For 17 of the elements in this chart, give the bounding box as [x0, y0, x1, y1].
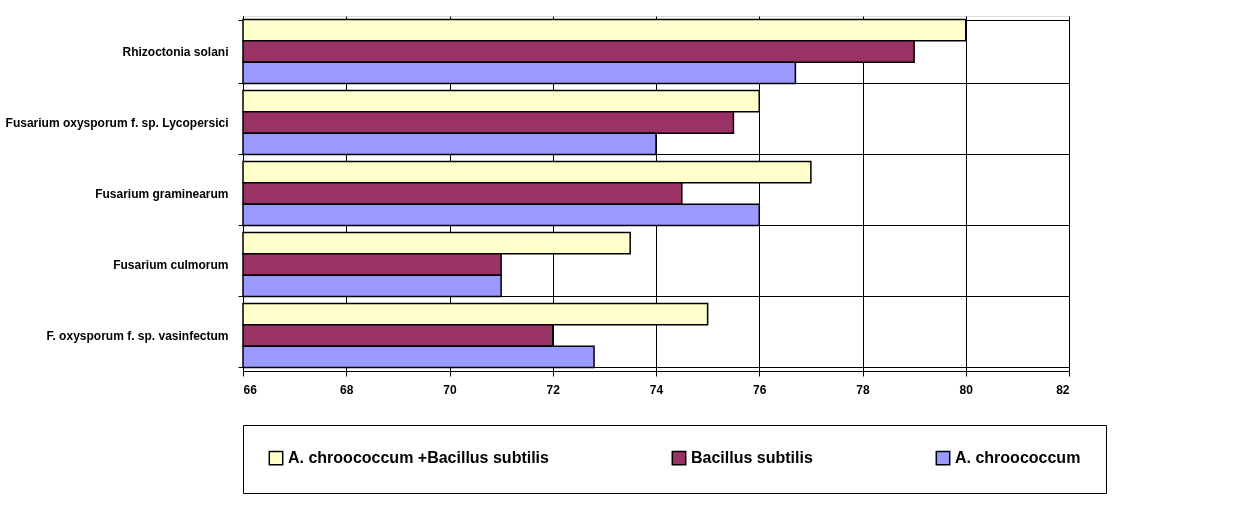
legend-label: A. chroococcum +Bacillus subtilis: [288, 449, 550, 467]
x-tick-label: 72: [546, 382, 561, 397]
legend-label: Bacillus subtilis: [691, 449, 813, 467]
x-tick-label: 78: [856, 382, 870, 397]
y-tick-label: Fusarium graminearum: [95, 187, 229, 201]
x-tick-label: 80: [959, 382, 974, 397]
x-tick-label: 70: [443, 382, 457, 397]
x-tick-label: 68: [340, 382, 354, 397]
x-tick-label: 66: [243, 382, 258, 397]
x-tick-label: 74: [649, 382, 664, 397]
y-tick-label: Fusarium culmorum: [113, 258, 229, 272]
y-tick-label: Rhizoctonia solani: [122, 45, 229, 59]
x-tick-label: 82: [1056, 382, 1070, 397]
y-tick-label: Fusarium oxysporum f. sp. Lycopersici: [5, 116, 229, 130]
y-tick-label: F. oxysporum f. sp. vasinfectum: [46, 329, 229, 343]
x-tick-label: 76: [753, 382, 767, 397]
legend-label: A. chroococcum: [955, 449, 1081, 467]
